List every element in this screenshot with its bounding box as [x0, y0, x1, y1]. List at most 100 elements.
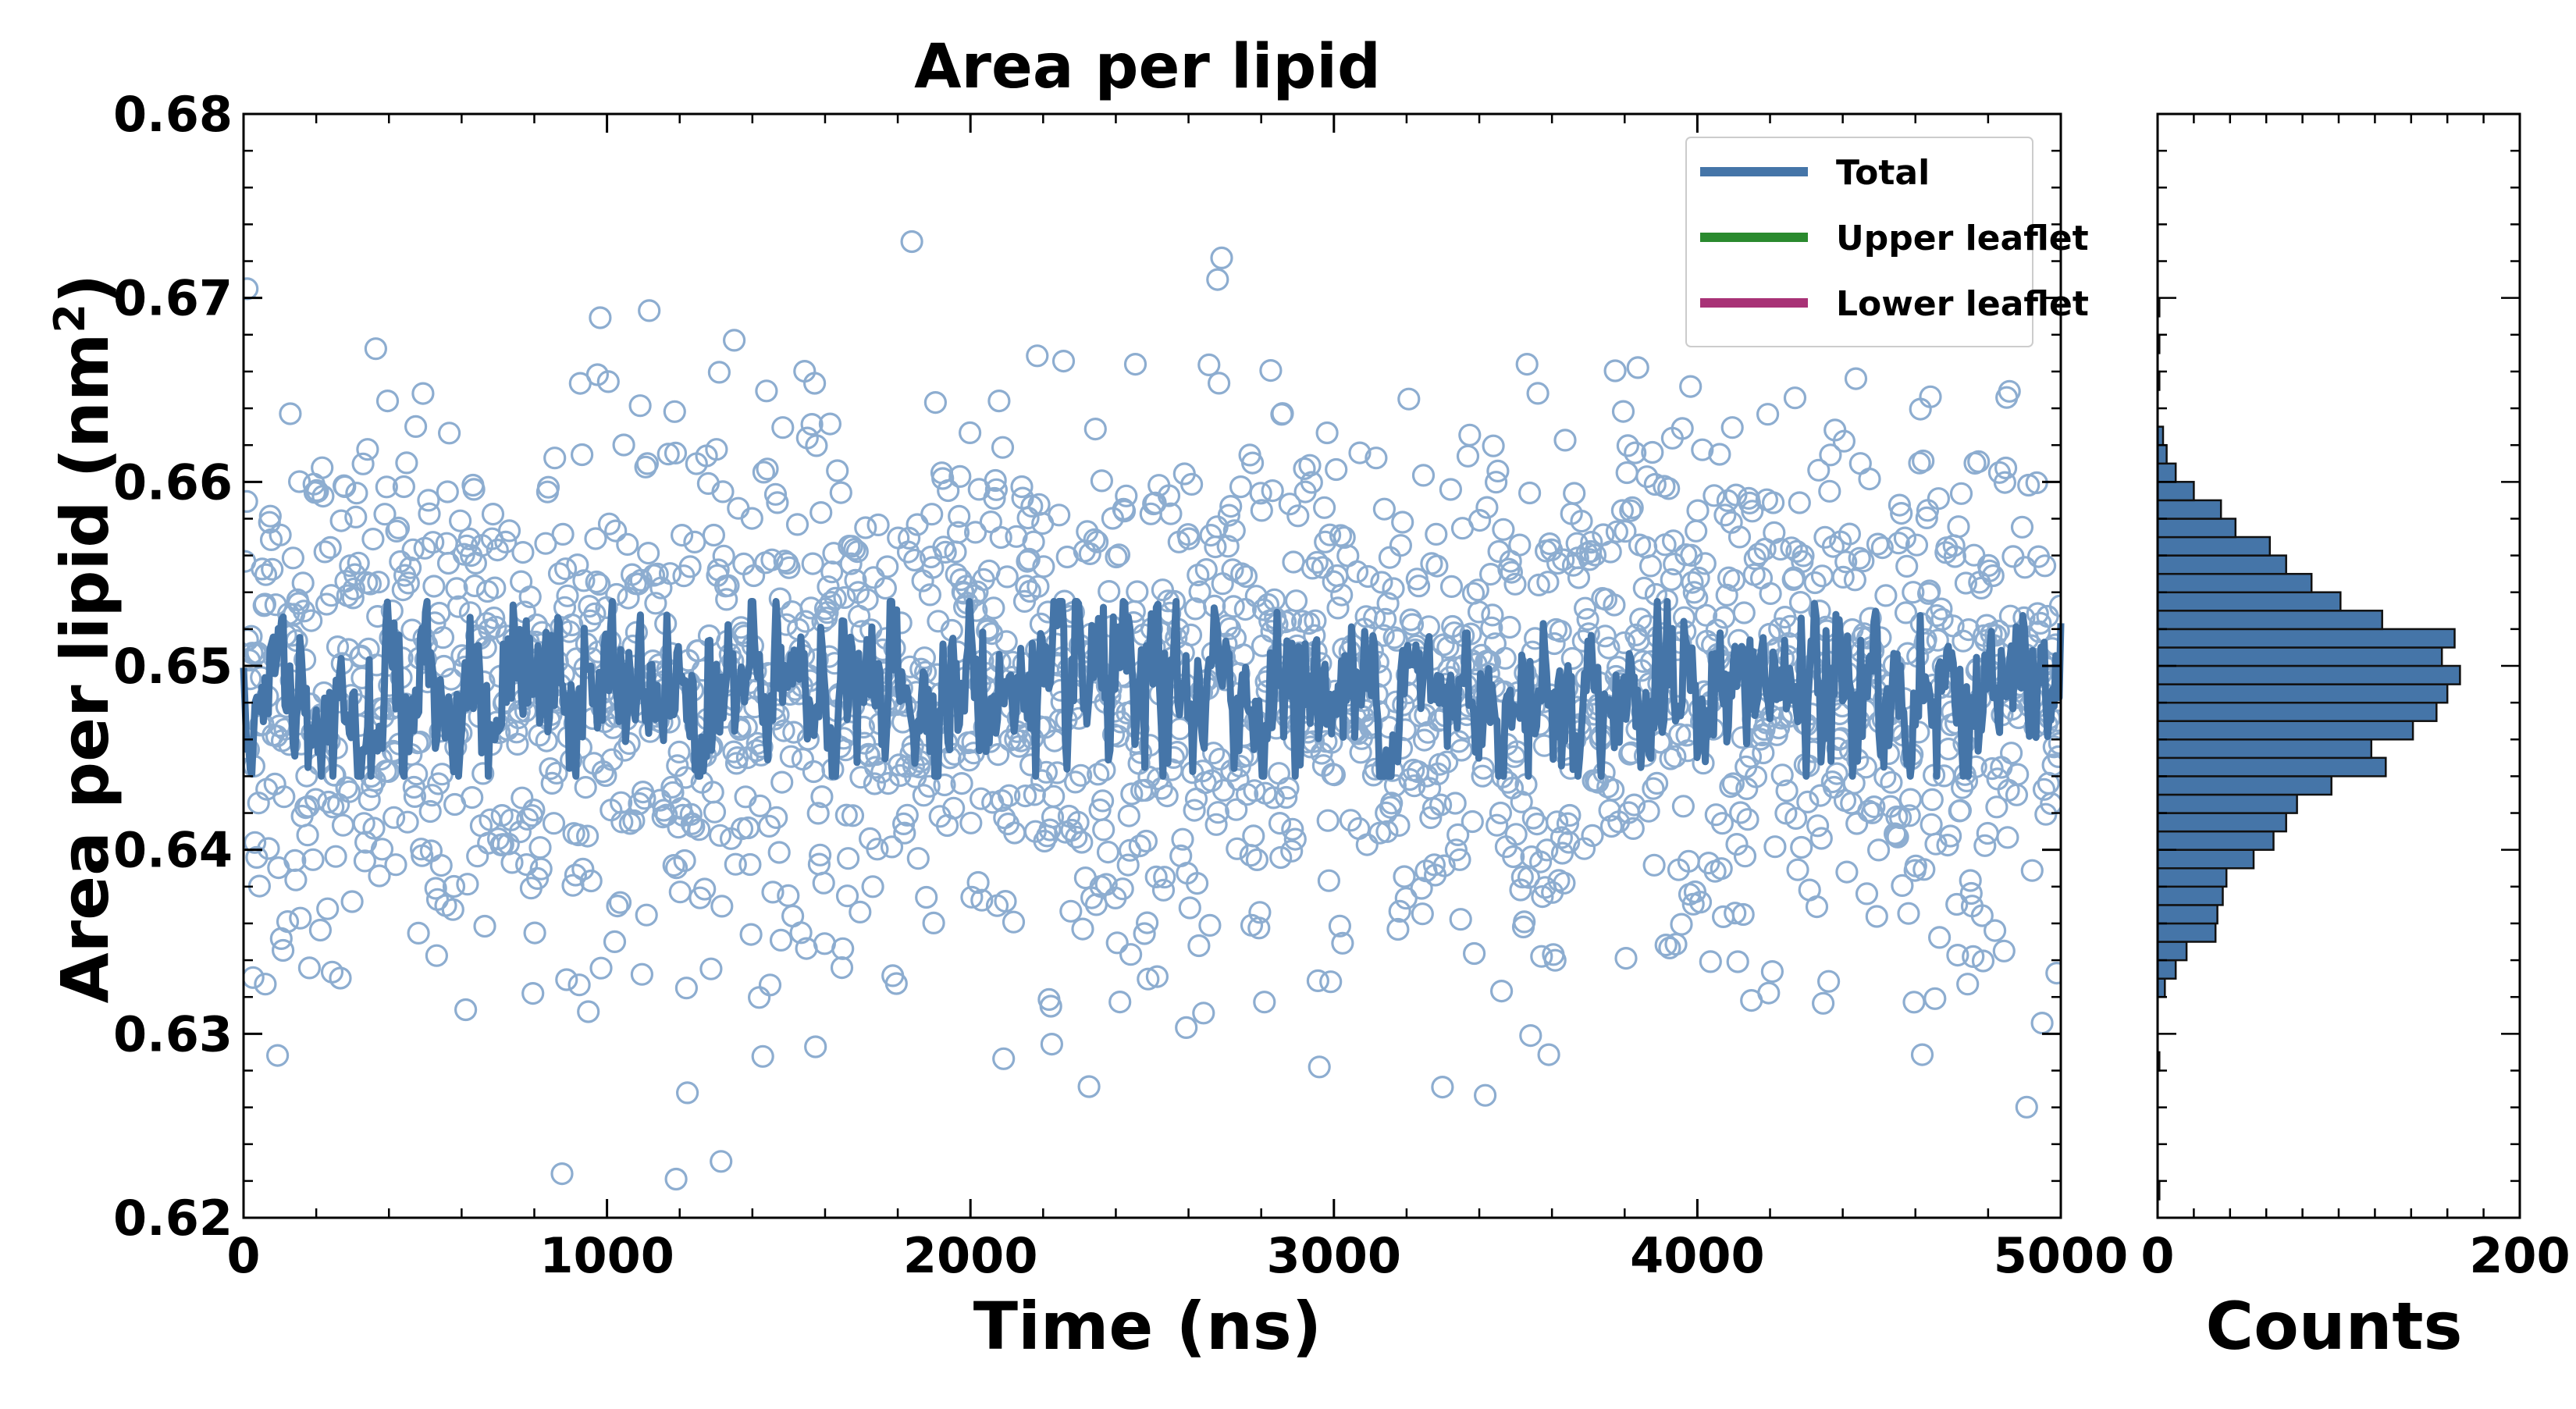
scatter-point: [1331, 931, 1354, 955]
scatter-point: [833, 585, 856, 610]
scatter-point: [1271, 402, 1294, 425]
hist-bar: [2156, 481, 2195, 502]
hist-bar: [2156, 959, 2177, 980]
scatter-point: [805, 434, 828, 457]
scatter-point: [404, 415, 428, 439]
scatter-point: [1123, 353, 1147, 376]
scatter-point: [1198, 913, 1222, 938]
scatter-point: [1914, 628, 1937, 651]
scatter-point: [1283, 827, 1307, 851]
scatter-point: [1874, 584, 1898, 607]
scatter-point: [417, 489, 440, 512]
scatter-point: [1733, 845, 1757, 868]
scatter-point: [1870, 535, 1894, 560]
scatter-point: [1017, 547, 1041, 571]
scatter-point: [819, 590, 843, 614]
scatter-point: [482, 606, 506, 630]
scatter-point: [540, 771, 564, 795]
hist-x-tick-label: 0: [2140, 1227, 2174, 1284]
scatter-series: [244, 229, 2061, 1191]
scatter-point: [1077, 1075, 1101, 1098]
scatter-point: [534, 532, 557, 555]
scatter-point: [1602, 778, 1625, 802]
scatter-point: [758, 973, 782, 997]
scatter-point: [326, 635, 350, 659]
scatter-point: [296, 824, 319, 847]
scatter-point: [1726, 950, 1749, 973]
scatter-point: [1643, 472, 1667, 496]
scatter-point: [1993, 471, 2016, 494]
scatter-point: [960, 885, 984, 909]
scatter-point: [311, 456, 334, 479]
scatter-point: [1211, 572, 1234, 596]
scatter-point: [1971, 949, 1995, 973]
scatter-point: [1489, 979, 1514, 1003]
hist-bar: [2156, 738, 2373, 760]
scatter-point: [1339, 809, 1362, 832]
scatter-point: [989, 525, 1012, 550]
scatter-point: [1978, 559, 2001, 582]
scatter-point: [635, 452, 660, 475]
scatter-point: [550, 1162, 574, 1186]
scatter-point: [1685, 519, 1708, 543]
scatter-point: [1959, 869, 1982, 892]
scatter-point: [1855, 882, 1879, 906]
scatter-point: [448, 509, 472, 532]
scatter-point: [705, 438, 728, 461]
scatter-point: [1962, 543, 1986, 567]
scatter-point: [398, 556, 422, 579]
scatter-point: [1994, 456, 2018, 480]
scatter-point: [244, 667, 262, 691]
scatter-point: [1605, 520, 1628, 543]
scatter-point: [812, 871, 835, 895]
scatter-point: [958, 421, 982, 445]
scatter-point: [284, 868, 308, 891]
scatter-point: [1616, 434, 1639, 457]
y-tick-label: 0.62: [113, 1190, 233, 1247]
scatter-point: [1687, 566, 1710, 590]
scatter-point: [789, 921, 813, 945]
scatter-point: [1073, 866, 1098, 890]
scatter-point: [1578, 548, 1602, 571]
scatter-point: [843, 538, 866, 561]
scatter-point: [311, 484, 335, 508]
scatter-point: [574, 775, 597, 799]
scatter-point: [1970, 904, 1994, 927]
scatter-point: [1572, 837, 1596, 860]
legend-frame: [1685, 137, 2033, 347]
scatter-point: [1671, 795, 1695, 818]
scatter-point: [342, 577, 365, 601]
scatter-point: [1670, 913, 1693, 936]
scatter-point: [1328, 914, 1352, 938]
scatter-point: [990, 788, 1014, 813]
scatter-point: [1250, 499, 1273, 522]
scatter-point: [370, 838, 394, 861]
scatter-point: [840, 535, 863, 558]
scatter-point: [429, 853, 453, 877]
scatter-point: [915, 885, 938, 909]
scatter-point: [265, 724, 289, 748]
scatter-point: [1481, 603, 1504, 627]
scatter-point: [2030, 1011, 2054, 1035]
scatter-point: [1380, 792, 1404, 815]
scatter-point: [984, 468, 1007, 493]
scatter-point: [2047, 745, 2061, 768]
scatter-point: [1091, 789, 1115, 813]
scatter-point: [2042, 735, 2061, 759]
scatter-point: [1744, 765, 1768, 788]
scatter-point: [511, 786, 534, 809]
scatter-point: [1752, 741, 1775, 765]
scatter-point: [373, 503, 397, 526]
scatter-point: [752, 461, 776, 484]
scatter-point: [521, 981, 545, 1005]
scatter-point: [1724, 483, 1748, 507]
scatter-point: [1927, 487, 1950, 511]
scatter-point: [358, 788, 381, 812]
scatter-point: [1042, 785, 1066, 808]
scatter-point: [462, 478, 486, 501]
scatter-point: [1508, 533, 1532, 557]
scatter-point: [1573, 596, 1597, 620]
scatter-point: [2032, 777, 2056, 801]
hist-bar: [2156, 904, 2218, 925]
scatter-point: [1530, 945, 1553, 968]
